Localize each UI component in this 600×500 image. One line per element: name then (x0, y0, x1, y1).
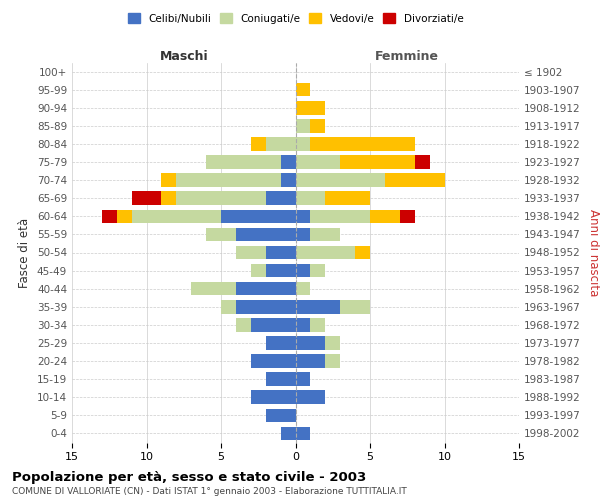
Bar (296, 210, 310, 223)
Bar (340, 155, 415, 169)
Bar (296, 155, 340, 169)
Bar (310, 264, 325, 278)
Bar (296, 426, 310, 440)
Bar (236, 300, 296, 314)
Bar (310, 137, 415, 150)
Bar (116, 210, 131, 223)
Bar (266, 246, 296, 260)
Bar (161, 192, 176, 205)
Bar (236, 282, 296, 296)
Text: Maschi: Maschi (160, 50, 208, 62)
Bar (296, 336, 325, 350)
Bar (310, 210, 370, 223)
Bar (310, 119, 325, 132)
Bar (176, 174, 281, 187)
Text: COMUNE DI VALLORIATE (CN) - Dati ISTAT 1° gennaio 2003 - Elaborazione TUTTITALIA: COMUNE DI VALLORIATE (CN) - Dati ISTAT 1… (12, 487, 407, 496)
Bar (266, 336, 296, 350)
Legend: Celibi/Nubili, Coniugati/e, Vedovi/e, Divorziati/e: Celibi/Nubili, Coniugati/e, Vedovi/e, Di… (124, 10, 467, 28)
Bar (102, 210, 116, 223)
Bar (266, 192, 296, 205)
Bar (355, 246, 370, 260)
Bar (266, 408, 296, 422)
Bar (266, 372, 296, 386)
Bar (296, 137, 310, 150)
Bar (221, 300, 236, 314)
Bar (221, 210, 296, 223)
Y-axis label: Anni di nascita: Anni di nascita (587, 209, 600, 296)
Bar (296, 228, 310, 241)
Bar (340, 300, 370, 314)
Bar (266, 264, 296, 278)
Bar (370, 210, 400, 223)
Bar (385, 174, 445, 187)
Bar (236, 318, 251, 332)
Bar (310, 318, 325, 332)
Y-axis label: Fasce di età: Fasce di età (19, 218, 31, 288)
Bar (176, 192, 266, 205)
Bar (296, 390, 325, 404)
Bar (325, 192, 370, 205)
Bar (281, 155, 296, 169)
Bar (296, 264, 310, 278)
Bar (206, 228, 236, 241)
Bar (296, 300, 340, 314)
Bar (161, 174, 176, 187)
Bar (296, 246, 355, 260)
Bar (310, 228, 340, 241)
Bar (266, 137, 296, 150)
Bar (236, 246, 266, 260)
Bar (296, 192, 325, 205)
Bar (251, 390, 296, 404)
Bar (325, 336, 340, 350)
Bar (251, 264, 266, 278)
Bar (281, 426, 296, 440)
Bar (191, 282, 236, 296)
Bar (296, 372, 310, 386)
Bar (206, 155, 281, 169)
Bar (296, 354, 325, 368)
Bar (296, 101, 325, 114)
Bar (415, 155, 430, 169)
Bar (296, 119, 310, 132)
Bar (296, 174, 385, 187)
Text: Popolazione per età, sesso e stato civile - 2003: Popolazione per età, sesso e stato civil… (12, 471, 366, 484)
Bar (281, 174, 296, 187)
Bar (296, 282, 310, 296)
Bar (131, 192, 161, 205)
Bar (236, 228, 296, 241)
Bar (325, 354, 340, 368)
Text: Femmine: Femmine (375, 50, 439, 62)
Bar (251, 137, 266, 150)
Bar (251, 354, 296, 368)
Bar (131, 210, 221, 223)
Bar (296, 83, 310, 96)
Bar (296, 318, 310, 332)
Bar (251, 318, 296, 332)
Bar (400, 210, 415, 223)
